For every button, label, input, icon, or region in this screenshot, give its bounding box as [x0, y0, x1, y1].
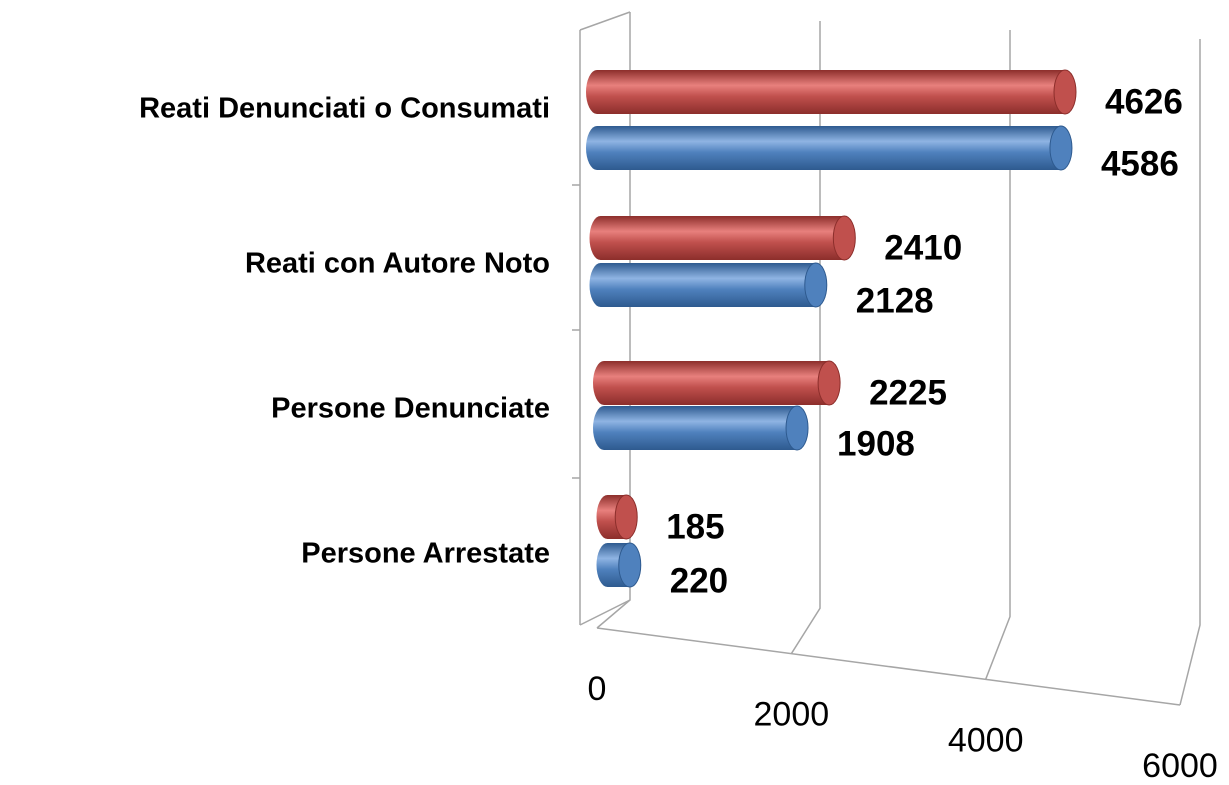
bar-cap [785, 405, 809, 451]
bar [589, 215, 856, 261]
bar-cap [804, 262, 828, 308]
grid-line [596, 12, 631, 629]
bar [596, 494, 638, 540]
x-axis [596, 627, 1181, 706]
x-tick-label: 0 [588, 670, 607, 708]
bar-body [589, 263, 827, 307]
value-label: 220 [670, 561, 728, 600]
bar-cap [817, 360, 841, 406]
value-label: 2225 [869, 373, 947, 412]
grid-line [984, 30, 1011, 680]
category-label: Persone Denunciate [271, 393, 550, 425]
bar [596, 542, 642, 588]
value-label: 4586 [1101, 144, 1179, 183]
category-label: Reati Denunciati o Consumati [139, 93, 550, 125]
bar-cap [832, 215, 856, 261]
value-label: 1908 [837, 424, 915, 463]
bar-cap [1053, 69, 1077, 115]
value-label: 2410 [884, 228, 962, 267]
bar [586, 69, 1077, 115]
bar [593, 405, 809, 451]
bar-body [593, 406, 809, 450]
bar [593, 360, 841, 406]
grid-line [1179, 39, 1201, 706]
value-label: 2128 [856, 281, 934, 320]
category-label: Reati con Autore Noto [245, 248, 550, 280]
bar-body [589, 216, 856, 260]
bar-body [593, 361, 841, 405]
wall-edge [579, 599, 631, 626]
bar-body [586, 126, 1072, 170]
bar [586, 125, 1073, 171]
x-tick-label: 4000 [948, 721, 1024, 759]
bar-body [586, 70, 1076, 114]
value-label: 4626 [1105, 82, 1183, 121]
x-tick-label: 6000 [1142, 747, 1218, 785]
wall-edge [579, 11, 631, 31]
bar-cap [614, 494, 638, 540]
grid-line [790, 21, 821, 655]
bar-cap [1049, 125, 1073, 171]
category-label: Persone Arrestate [301, 538, 550, 570]
value-label: 185 [666, 507, 724, 546]
bar-cap [618, 542, 642, 588]
bar [589, 262, 828, 308]
x-tick-label: 2000 [754, 696, 830, 734]
